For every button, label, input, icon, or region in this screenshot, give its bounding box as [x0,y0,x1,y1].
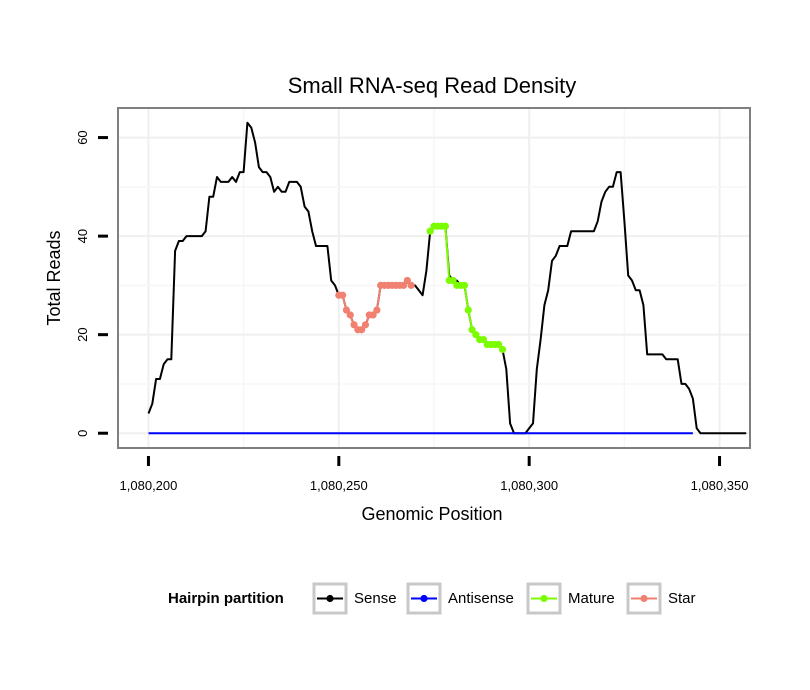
star-point [407,281,415,289]
mature-point [498,345,507,354]
legend-item-star: Star [626,582,696,615]
x-tick-label: 1,080,200 [120,478,178,493]
legend-item-antisense: Antisense [406,582,514,615]
mature-point [468,326,476,334]
y-tick-label: 20 [75,327,90,341]
legend-key-point [420,594,428,603]
legend-title: Hairpin partition [168,590,284,607]
legend-key-point [326,594,334,603]
legend-item-mature: Mature [526,582,615,615]
legend: Hairpin partition Sense Antisense Mature St… [168,582,696,615]
axes: 1,080,200 1,080,250 1,080,300 1,080,350 0 20 4… [75,130,748,493]
legend-label-star: Star [668,590,696,607]
star-point [342,306,351,314]
x-tick-label: 1,080,250 [310,478,368,493]
star-point [403,276,411,285]
y-tick-label: 0 [75,430,90,437]
mature-point [441,222,450,230]
series-points [335,222,507,354]
legend-key-point [640,594,648,603]
mature-point [479,335,488,344]
mature-point [472,331,480,339]
star-point [361,321,370,329]
star-point [358,326,366,334]
y-tick-label: 40 [75,229,90,243]
legend-key-point [540,594,548,603]
legend-item-sense: Sense [312,582,397,615]
grid-lines [119,109,749,447]
chart-title: Small RNA-seq Read Density [288,73,577,98]
mature-point [460,281,469,289]
y-axis-title: Total Reads [44,230,64,325]
star-point [350,321,358,329]
star-point [373,306,381,314]
legend-label-sense: Sense [354,590,397,607]
legend-label-mature: Mature [568,590,615,607]
mature-point [426,227,434,235]
star-point [369,311,377,319]
x-axis-title: Genomic Position [361,504,502,524]
star-point [346,311,354,319]
mature-point [449,276,457,285]
mature-point [495,340,503,349]
y-tick-label: 60 [75,130,90,144]
legend-label-antisense: Antisense [448,590,514,607]
mature-point [464,306,472,314]
star-point [339,291,347,299]
x-tick-label: 1,080,350 [691,478,749,493]
x-tick-label: 1,080,300 [500,478,558,493]
star-point [399,281,408,289]
